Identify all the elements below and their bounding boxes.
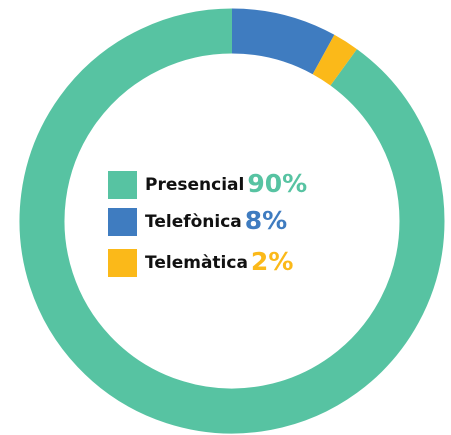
legend-swatch	[108, 171, 137, 199]
legend-swatch	[108, 249, 137, 277]
legend-entry: Presencial 90%	[145, 169, 307, 198]
legend-label: Telemàtica	[145, 253, 248, 273]
legend-label: Telefònica	[145, 212, 242, 232]
legend-value: 2%	[251, 247, 293, 276]
donut-slice	[231, 8, 335, 75]
legend-entry: Telefònica 8%	[145, 206, 287, 235]
legend-entry: Telemàtica 2%	[145, 247, 293, 276]
legend-swatch	[108, 208, 137, 236]
donut-slice	[19, 8, 445, 434]
legend-label: Presencial	[145, 175, 244, 195]
legend-value: 8%	[245, 206, 287, 235]
legend-value: 90%	[247, 169, 307, 198]
donut-slice	[312, 34, 357, 86]
